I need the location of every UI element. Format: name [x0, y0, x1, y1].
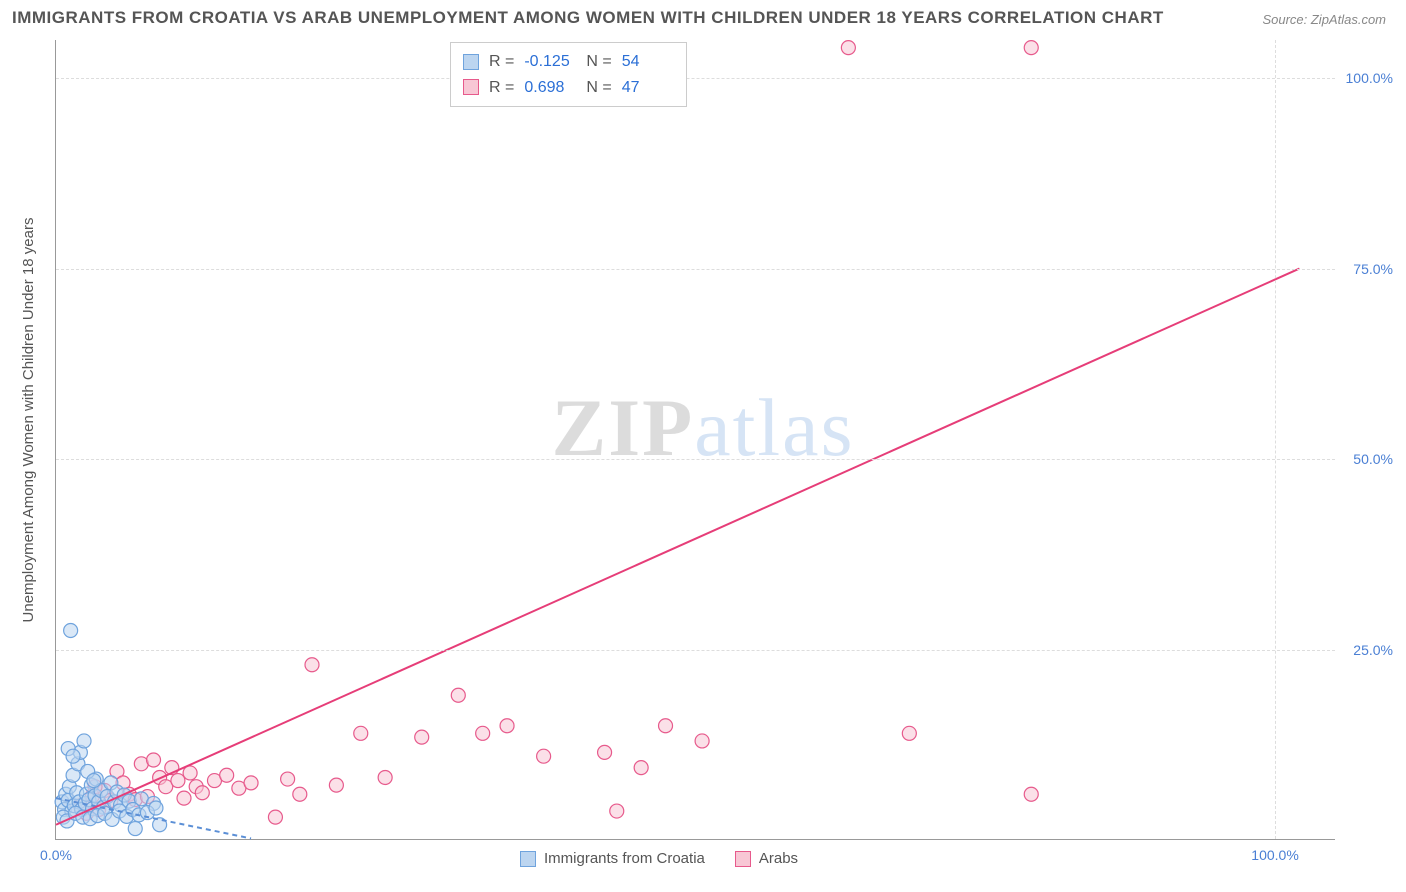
ytick-label: 75.0% — [1343, 261, 1393, 277]
swatch-croatia — [463, 54, 479, 70]
gridline-h — [56, 78, 1335, 79]
gridline-v — [1275, 40, 1276, 839]
n-arabs: 47 — [622, 75, 674, 101]
stats-row-croatia: R = -0.125 N = 54 — [463, 49, 674, 75]
ytick-label: 25.0% — [1343, 642, 1393, 658]
xtick-label: 0.0% — [40, 847, 72, 863]
r-arabs: 0.698 — [524, 75, 576, 101]
ytick-label: 50.0% — [1343, 451, 1393, 467]
legend-swatch-croatia — [520, 851, 536, 867]
y-axis-label: Unemployment Among Women with Children U… — [20, 218, 37, 623]
source-attribution: Source: ZipAtlas.com — [1262, 12, 1386, 27]
correlation-stats-box: R = -0.125 N = 54 R = 0.698 N = 47 — [450, 42, 687, 107]
chart-title: IMMIGRANTS FROM CROATIA VS ARAB UNEMPLOY… — [12, 8, 1164, 28]
r-croatia: -0.125 — [524, 49, 576, 75]
gridline-h — [56, 650, 1335, 651]
legend-swatch-arabs — [735, 851, 751, 867]
legend: Immigrants from Croatia Arabs — [520, 850, 798, 867]
n-croatia: 54 — [622, 49, 674, 75]
legend-item-arabs: Arabs — [735, 850, 798, 867]
plot-area: 25.0%50.0%75.0%100.0%0.0%100.0% — [55, 40, 1335, 840]
xtick-label: 100.0% — [1251, 847, 1298, 863]
scatter-svg — [56, 40, 1335, 839]
legend-item-croatia: Immigrants from Croatia — [520, 850, 705, 867]
ytick-label: 100.0% — [1343, 70, 1393, 86]
legend-label-arabs: Arabs — [759, 850, 798, 867]
swatch-arabs — [463, 79, 479, 95]
stats-row-arabs: R = 0.698 N = 47 — [463, 75, 674, 101]
gridline-h — [56, 459, 1335, 460]
gridline-h — [56, 269, 1335, 270]
legend-label-croatia: Immigrants from Croatia — [544, 850, 705, 867]
